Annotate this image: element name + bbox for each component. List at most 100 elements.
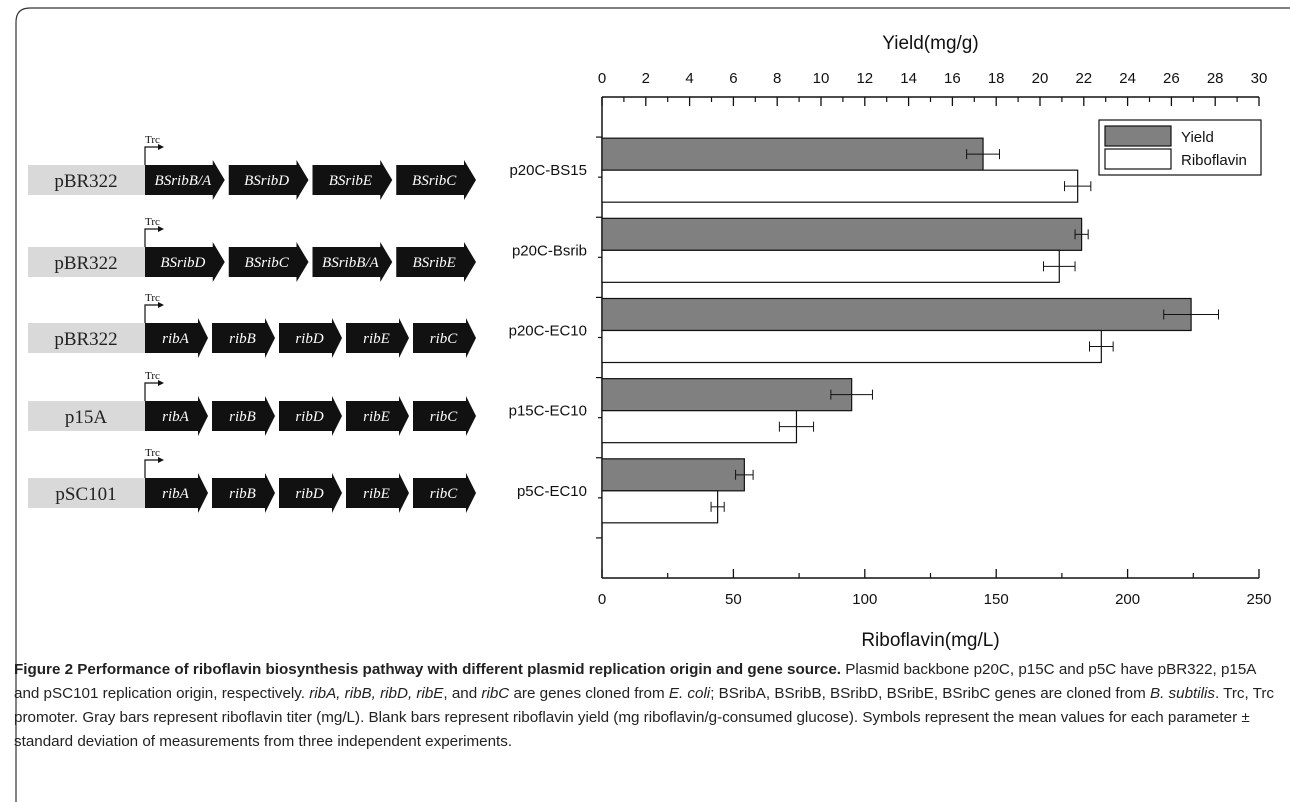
bar-riboflavin <box>601 249 1060 283</box>
caption-segment: B. subtilis <box>1149 685 1215 702</box>
gene-arrow <box>145 318 208 358</box>
gene-label: ribC <box>430 409 459 425</box>
promoter-arrow <box>144 459 158 478</box>
gene-arrow <box>145 160 225 200</box>
promoter-arrowhead <box>158 226 164 232</box>
bottom-tick-label: 0 <box>598 591 606 608</box>
gene-label: BSribE <box>412 255 455 271</box>
backbone-label: pSC101 <box>55 484 116 505</box>
caption-segment: . Trc, Trc promoter. Gray bars represent… <box>14 685 1275 750</box>
backbone-label: p15A <box>65 407 108 428</box>
gene-arrow <box>312 242 393 282</box>
gene-label: ribA <box>162 331 190 347</box>
gene-arrow <box>346 318 409 358</box>
backbone-box <box>28 323 145 353</box>
top-axis-title: Yield(mg/g) <box>882 33 978 54</box>
gene-label: ribB <box>229 331 256 347</box>
backbone-box <box>28 165 145 195</box>
top-tick-label: 8 <box>773 70 781 87</box>
gene-arrow <box>228 160 309 200</box>
category-label: p15C-EC10 <box>509 403 587 420</box>
backbone-box <box>28 401 145 431</box>
gene-arrow <box>396 242 476 282</box>
caption-segment: ribA, ribB, ribD, ribE <box>309 685 444 702</box>
promoter-arrow <box>144 146 158 165</box>
legend-label: Riboflavin <box>1181 152 1247 169</box>
top-tick-label: 4 <box>685 70 693 87</box>
gene-label: ribC <box>430 331 459 347</box>
gene-arrow <box>279 318 342 358</box>
top-tick-label: 28 <box>1207 70 1224 87</box>
gene-arrow <box>346 473 409 513</box>
gene-label: BSribB/A <box>322 255 379 271</box>
gene-label: ribE <box>363 331 390 347</box>
bar-yield <box>601 378 853 412</box>
bar-riboflavin <box>601 169 1079 203</box>
gene-label: ribE <box>363 486 390 502</box>
backbone-box <box>28 478 145 508</box>
gene-arrow <box>212 396 275 436</box>
bar-riboflavin <box>601 329 1102 364</box>
top-tick-label: 30 <box>1251 70 1268 87</box>
promoter-arrowhead <box>158 302 164 308</box>
promoter-arrowhead <box>158 380 164 386</box>
construct-diagram: pBR322 Trc BSribB/A BSribD BSribE BSribC pBR32… <box>28 134 476 513</box>
backbone-label: pBR322 <box>54 253 117 274</box>
promoter-label: Trc <box>145 134 160 146</box>
backbone-label: pBR322 <box>54 329 117 350</box>
gene-arrow <box>312 160 393 200</box>
gene-label: BSribD <box>160 255 205 271</box>
gene-arrow <box>279 473 342 513</box>
bottom-tick-label: 100 <box>852 591 877 608</box>
caption-segment: ribC <box>481 685 510 702</box>
promoter-arrow <box>144 304 158 323</box>
gene-label: ribD <box>295 409 324 425</box>
gene-arrow <box>145 242 225 282</box>
caption-segment: are genes cloned from <box>509 685 669 702</box>
gene-label: BSribE <box>329 173 372 189</box>
gene-label: ribD <box>295 331 324 347</box>
gene-arrow <box>212 473 275 513</box>
gene-arrow <box>413 318 476 358</box>
caption-title: Figure 2 Performance of riboflavin biosy… <box>14 661 842 678</box>
backbone-box <box>28 247 145 277</box>
bar-yield <box>601 137 984 171</box>
gene-label: ribB <box>229 486 256 502</box>
gene-label: BSribC <box>412 173 457 189</box>
bar-yield <box>601 458 745 492</box>
gene-label: BSribB/A <box>155 173 212 189</box>
bottom-tick-label: 200 <box>1115 591 1140 608</box>
gene-arrow <box>145 396 208 436</box>
bottom-tick-label: 50 <box>725 591 742 608</box>
gene-label: ribE <box>363 409 390 425</box>
top-tick-label: 24 <box>1119 70 1136 87</box>
gene-label: ribA <box>162 409 190 425</box>
bar-yield <box>601 217 1083 251</box>
backbone-label: pBR322 <box>54 171 117 192</box>
gene-arrow <box>212 318 275 358</box>
top-tick-label: 16 <box>944 70 961 87</box>
top-tick-label: 14 <box>900 70 917 87</box>
category-label: p20C-BS15 <box>509 162 587 179</box>
promoter-arrowhead <box>158 457 164 463</box>
top-tick-label: 0 <box>598 70 606 87</box>
bar-riboflavin <box>601 410 798 444</box>
gene-label: ribB <box>229 409 256 425</box>
top-tick-label: 10 <box>813 70 830 87</box>
gene-label: ribD <box>295 486 324 502</box>
gene-arrow <box>228 242 309 282</box>
bottom-tick-label: 150 <box>984 591 1009 608</box>
promoter-label: Trc <box>145 370 160 382</box>
category-label: p20C-EC10 <box>509 323 587 340</box>
gene-arrow <box>346 396 409 436</box>
gene-arrow <box>145 473 208 513</box>
promoter-arrow <box>144 228 158 247</box>
gene-arrow <box>396 160 476 200</box>
gene-label: BSribC <box>245 255 290 271</box>
caption-body: Plasmid backbone p20C, p15C and p5C have… <box>14 661 1274 750</box>
gene-label: ribA <box>162 486 190 502</box>
top-tick-label: 22 <box>1075 70 1092 87</box>
promoter-arrow <box>144 382 158 401</box>
figure-caption: Figure 2 Performance of riboflavin biosy… <box>14 658 1276 754</box>
